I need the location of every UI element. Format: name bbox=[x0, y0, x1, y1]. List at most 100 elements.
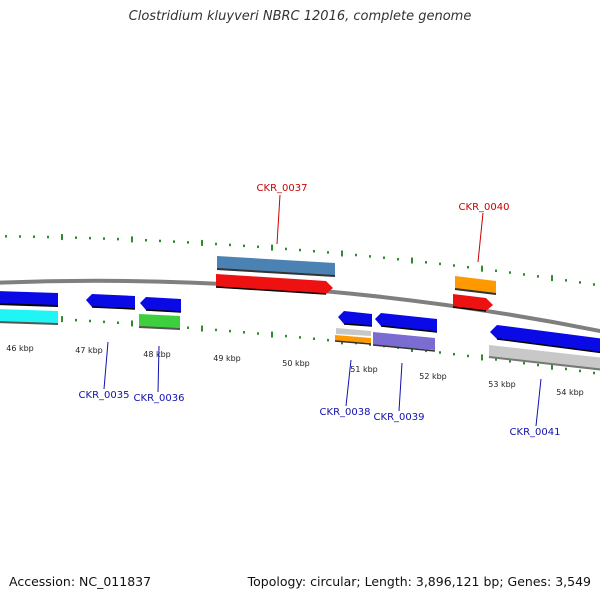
major-tick bbox=[61, 234, 63, 241]
minor-tick bbox=[453, 264, 455, 267]
minor-tick bbox=[257, 245, 259, 249]
minor-tick bbox=[565, 367, 567, 371]
gene-feature-blue-left[interactable] bbox=[0, 291, 59, 307]
minor-tick bbox=[299, 248, 301, 252]
major-tick bbox=[131, 236, 133, 243]
minor-tick bbox=[467, 354, 469, 358]
minor-tick bbox=[579, 281, 581, 284]
gene-label-leaders bbox=[103, 194, 542, 427]
scale-label: 51 kbp bbox=[350, 365, 378, 374]
minor-tick bbox=[467, 265, 469, 269]
major-tick bbox=[551, 275, 553, 282]
minor-tick bbox=[439, 262, 441, 266]
minor-tick bbox=[285, 334, 287, 338]
minor-tick bbox=[439, 351, 441, 354]
gene-label-ckr-0039[interactable]: CKR_0039 bbox=[374, 412, 425, 423]
map-title: Clostridium kluyveri NBRC 12016, complet… bbox=[128, 9, 472, 24]
major-tick bbox=[411, 257, 413, 264]
scale-label: 48 kbp bbox=[143, 350, 171, 359]
major-tick bbox=[271, 331, 273, 338]
minor-tick bbox=[75, 318, 77, 322]
minor-tick bbox=[369, 255, 371, 258]
gene-label-ckr-0037[interactable]: CKR_0037 bbox=[257, 183, 308, 194]
scale-labels: 46 kbp 47 kbp 48 kbp 49 kbp 50 kbp 51 kb… bbox=[6, 344, 584, 397]
minor-tick bbox=[215, 242, 217, 246]
minor-tick bbox=[425, 261, 427, 264]
genome-stats-text: Topology: circular; Length: 3,896,121 bp… bbox=[247, 574, 591, 589]
minor-tick bbox=[299, 336, 301, 339]
minor-tick bbox=[285, 247, 287, 251]
minor-tick bbox=[33, 235, 35, 238]
gene-feature-ckr-0041[interactable] bbox=[488, 325, 600, 371]
scale-label: 49 kbp bbox=[213, 354, 241, 363]
minor-tick bbox=[159, 239, 161, 243]
scale-label: 46 kbp bbox=[6, 344, 34, 353]
major-tick bbox=[341, 250, 343, 257]
minor-tick bbox=[495, 269, 497, 272]
gene-label-ckr-0036[interactable]: CKR_0036 bbox=[134, 393, 185, 404]
major-tick bbox=[551, 363, 553, 370]
gene-label-ckr-0041[interactable]: CKR_0041 bbox=[510, 427, 561, 438]
minor-tick bbox=[313, 337, 315, 341]
minor-tick bbox=[19, 235, 21, 238]
minor-tick bbox=[117, 321, 119, 324]
minor-tick bbox=[89, 319, 91, 323]
minor-tick bbox=[103, 320, 105, 324]
minor-tick bbox=[593, 283, 595, 286]
gene-feature-ckr-0040[interactable] bbox=[452, 276, 497, 312]
minor-tick bbox=[579, 369, 581, 373]
minor-tick bbox=[47, 235, 49, 239]
minor-tick bbox=[593, 371, 595, 375]
major-tick bbox=[481, 354, 483, 361]
major-tick bbox=[481, 265, 483, 272]
minor-tick bbox=[537, 363, 539, 367]
scale-label: 52 kbp bbox=[419, 372, 447, 381]
minor-tick bbox=[89, 236, 91, 240]
minor-tick bbox=[565, 279, 567, 282]
minor-tick bbox=[145, 239, 147, 242]
gene-feature-ckr-0037[interactable] bbox=[215, 256, 336, 295]
major-tick bbox=[61, 316, 63, 323]
minor-tick bbox=[117, 237, 119, 241]
minor-tick bbox=[5, 235, 7, 238]
minor-tick bbox=[187, 326, 189, 329]
scale-label: 50 kbp bbox=[282, 359, 310, 368]
major-tick bbox=[201, 325, 203, 332]
gene-feature-ckr-0036[interactable] bbox=[138, 297, 182, 330]
scale-label: 54 kbp bbox=[556, 388, 584, 397]
minor-tick bbox=[383, 256, 385, 260]
accession-text: Accession: NC_011837 bbox=[9, 574, 152, 589]
minor-tick bbox=[453, 352, 455, 356]
minor-tick bbox=[537, 275, 539, 278]
minor-tick bbox=[229, 329, 231, 333]
minor-tick bbox=[313, 249, 315, 253]
major-tick bbox=[131, 320, 133, 327]
outer-tick-row bbox=[5, 234, 595, 286]
minor-tick bbox=[257, 332, 259, 335]
gene-feature-ckr-0039[interactable] bbox=[372, 313, 438, 352]
scale-label: 53 kbp bbox=[488, 380, 516, 389]
minor-tick bbox=[509, 360, 511, 363]
minor-tick bbox=[327, 338, 329, 342]
minor-tick bbox=[229, 243, 231, 247]
gene-feature-ckr-0035[interactable] bbox=[86, 294, 136, 310]
minor-tick bbox=[187, 241, 189, 244]
gene-features bbox=[0, 256, 600, 371]
minor-tick bbox=[327, 251, 329, 254]
scale-label: 47 kbp bbox=[75, 346, 103, 355]
minor-tick bbox=[509, 271, 511, 274]
gene-feature-cyan[interactable] bbox=[0, 309, 59, 325]
major-tick bbox=[271, 244, 273, 251]
gene-feature-ckr-0038[interactable] bbox=[334, 311, 373, 345]
minor-tick bbox=[243, 331, 245, 334]
major-tick bbox=[201, 239, 203, 246]
minor-tick bbox=[103, 237, 105, 240]
minor-tick bbox=[495, 358, 497, 361]
gene-label-ckr-0040[interactable]: CKR_0040 bbox=[459, 202, 510, 213]
minor-tick bbox=[173, 240, 175, 243]
minor-tick bbox=[523, 361, 525, 365]
gene-label-ckr-0035[interactable]: CKR_0035 bbox=[79, 390, 130, 401]
gene-label-ckr-0038[interactable]: CKR_0038 bbox=[320, 407, 371, 418]
minor-tick bbox=[523, 273, 525, 276]
